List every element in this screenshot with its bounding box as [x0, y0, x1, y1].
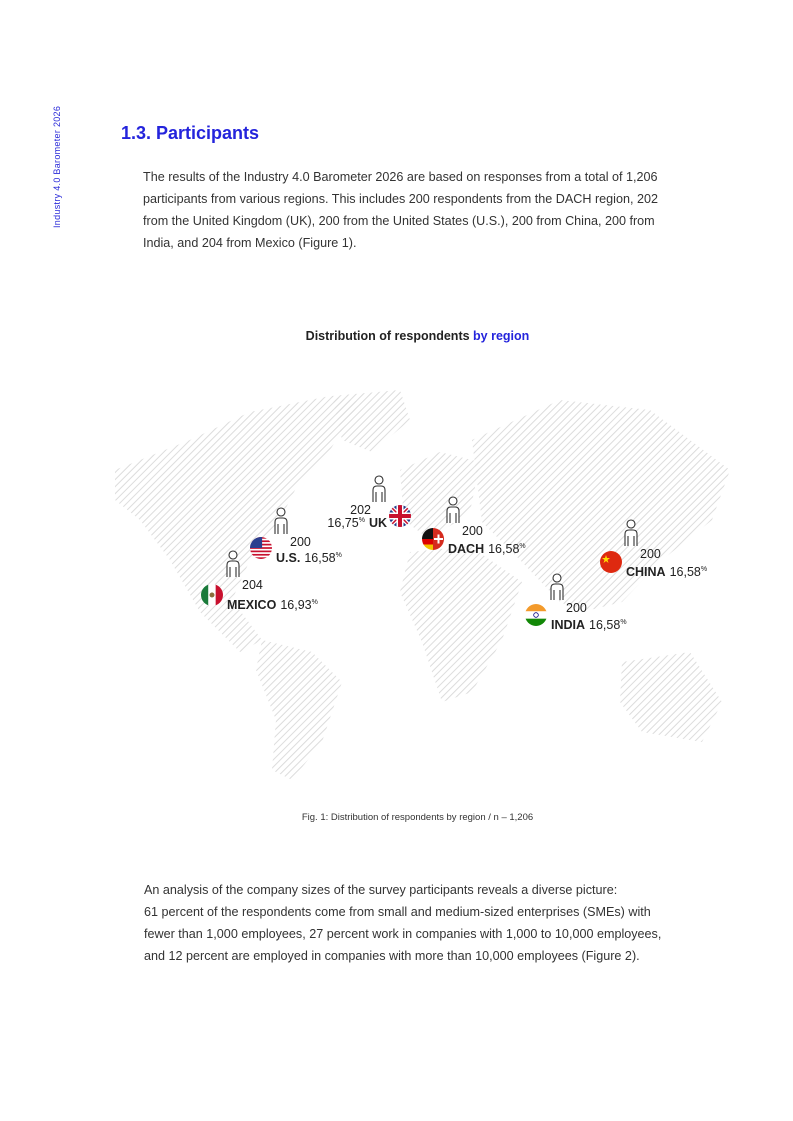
chakra: [533, 612, 539, 618]
canton: [250, 537, 263, 548]
text-line: and 12 percent are employed in companies…: [144, 949, 640, 963]
person-head: [374, 475, 384, 485]
region-count: 204: [242, 578, 263, 592]
white: [525, 611, 547, 619]
region-label: DACH 16,58%: [448, 542, 526, 556]
region-label: MEXICO 16,93%: [227, 598, 318, 612]
title-text: Distribution of respondents: [305, 329, 470, 343]
region-share: 16,58: [670, 565, 701, 579]
region-count: 202: [350, 503, 371, 517]
flag-in: [525, 604, 547, 626]
region-count: 200: [290, 535, 311, 549]
person-icon: [624, 519, 638, 546]
figure-title: Distribution of respondents by region: [0, 329, 793, 343]
text-line: An analysis of the company sizes of the …: [144, 883, 618, 897]
region-count: 200: [462, 524, 483, 538]
person-body: [446, 506, 460, 523]
region-count: 200: [566, 601, 587, 615]
person-head: [276, 507, 286, 517]
region-unit: %: [336, 552, 342, 559]
person-icon: [550, 573, 564, 600]
black: [422, 528, 433, 539]
flag-us: [250, 537, 272, 559]
stripe: [250, 557, 272, 559]
person-head: [552, 573, 562, 583]
region-unit: %: [519, 543, 525, 550]
ch-h: [434, 538, 443, 540]
red: [215, 584, 223, 606]
region-label: INDIA 16,58%: [551, 618, 627, 632]
text-line: participants from various regions. This …: [143, 192, 658, 206]
person-body: [624, 529, 638, 546]
region-name: MEXICO: [227, 598, 277, 612]
bg: [600, 551, 622, 573]
region-share: 16,58: [589, 618, 620, 632]
region-name: INDIA: [551, 618, 585, 632]
region-share: 16,58: [304, 551, 335, 565]
region-share: 16,93: [280, 598, 311, 612]
person-body: [226, 560, 240, 577]
emblem: [209, 592, 215, 598]
region-unit: %: [312, 599, 318, 606]
region-unit: %: [359, 517, 365, 524]
green: [201, 584, 209, 606]
region-label: 16,75% UK: [327, 516, 387, 530]
region-name: UK: [369, 516, 387, 530]
figure-caption: Fig. 1: Distribution of respondents by r…: [301, 812, 534, 823]
world-map: [115, 390, 730, 780]
region-unit: %: [620, 619, 626, 626]
region-share: 16,75: [327, 516, 358, 530]
outro: An analysis of the company sizes of the …: [144, 879, 661, 967]
flag-dach: [422, 528, 444, 550]
text-line: 61 percent of the respondents come from …: [144, 905, 651, 919]
stripe: [250, 550, 272, 553]
green: [525, 618, 547, 626]
text-line: India, and 204 from Mexico (Figure 1).: [143, 236, 357, 250]
flag-uk: [389, 505, 411, 527]
heading: 1.3. Participants: [121, 123, 260, 143]
star: [602, 555, 610, 563]
title-highlight: by region: [473, 329, 530, 343]
red: [422, 539, 433, 545]
region-count: 200: [640, 547, 661, 561]
text-line: fewer than 1,000 employees, 27 percent w…: [144, 927, 662, 941]
person-icon: [446, 496, 460, 523]
region-share: 16,58: [488, 542, 519, 556]
region-name: U.S.: [276, 551, 300, 565]
person-head: [228, 550, 238, 560]
person-head: [448, 496, 458, 506]
stripe: [250, 553, 272, 556]
cross-r: [398, 505, 402, 527]
person-body: [550, 583, 564, 600]
person-icon: [274, 507, 288, 534]
region-label: CHINA 16,58%: [626, 565, 707, 579]
region-name: DACH: [448, 542, 484, 556]
text-line: The results of the Industry 4.0 Baromete…: [143, 170, 658, 184]
flag-cn: [600, 551, 622, 573]
person-icon: [226, 550, 240, 577]
person-body: [274, 517, 288, 534]
gold: [422, 544, 433, 550]
flag-mx: [201, 584, 223, 606]
intro: The results of the Industry 4.0 Baromete…: [143, 166, 658, 254]
region-unit: %: [701, 566, 707, 573]
saffron: [525, 604, 547, 612]
person-body: [372, 485, 386, 502]
text-line: from the United Kingdom (UK), 200 from t…: [143, 214, 655, 228]
person-icon: [372, 475, 386, 502]
person-head: [626, 519, 636, 529]
region-label: U.S. 16,58%: [276, 551, 342, 565]
region-name: CHINA: [626, 565, 666, 579]
